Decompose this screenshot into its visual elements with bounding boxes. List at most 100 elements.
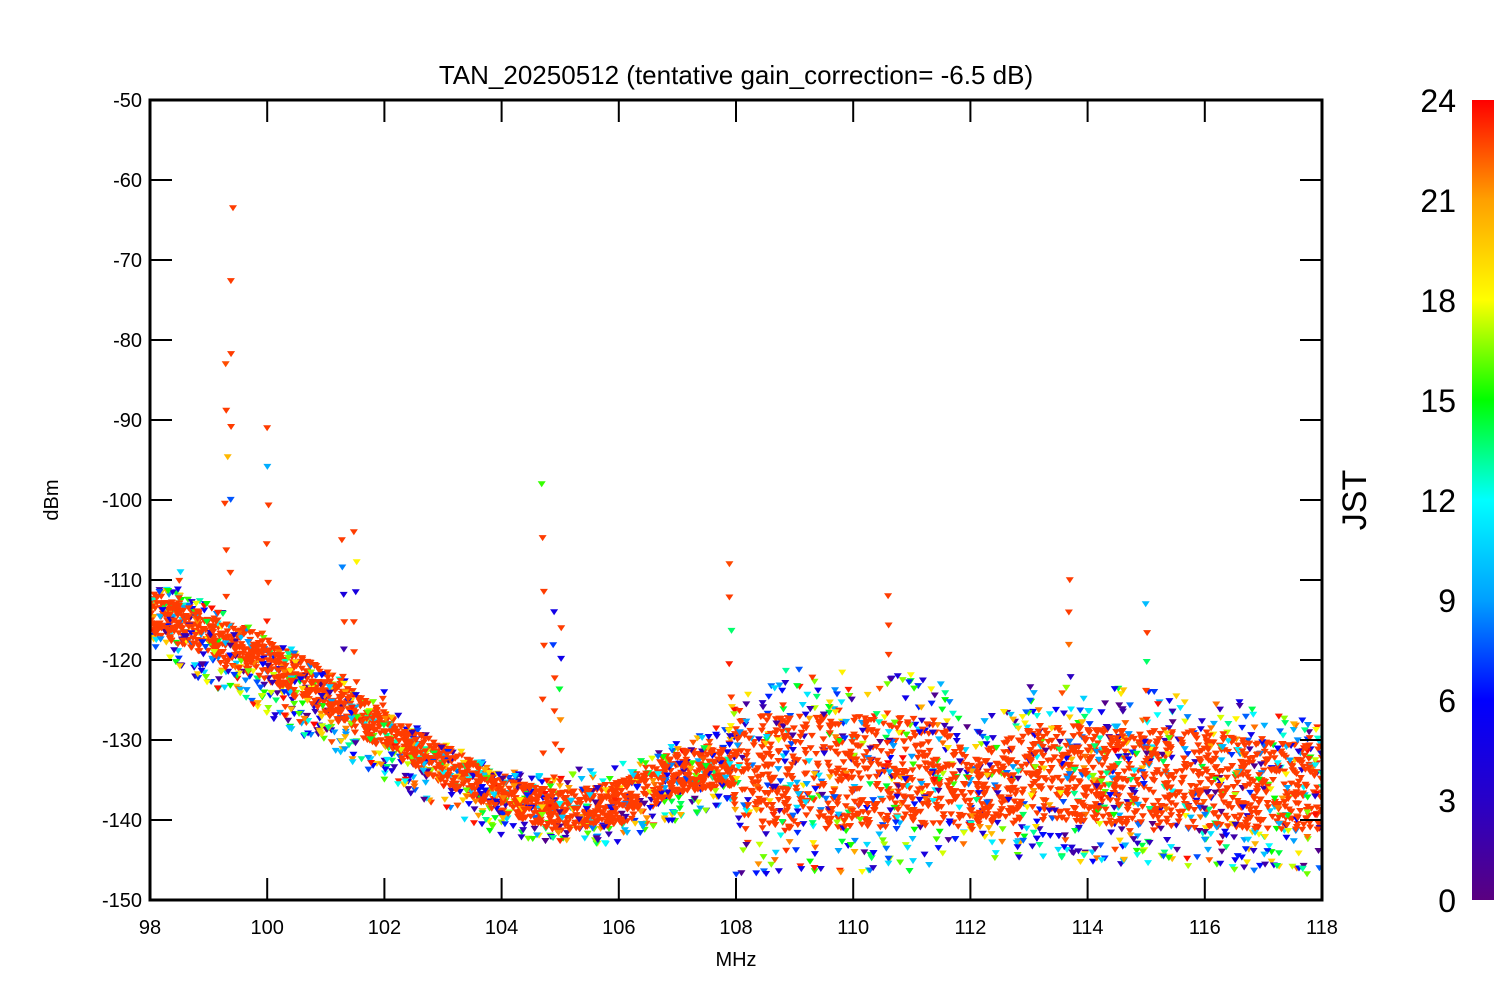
data-point <box>910 826 919 833</box>
data-point <box>934 781 943 788</box>
data-point <box>742 807 751 814</box>
data-point <box>830 787 839 794</box>
data-point <box>1110 686 1119 693</box>
data-point <box>1166 772 1175 779</box>
data-point <box>394 781 403 788</box>
data-point <box>1047 725 1056 732</box>
data-point <box>1034 707 1043 714</box>
data-point <box>591 808 600 815</box>
data-point <box>1167 800 1176 807</box>
data-point <box>180 633 189 640</box>
data-point <box>372 741 381 748</box>
data-point <box>459 797 468 804</box>
data-point <box>730 797 739 804</box>
data-point <box>1231 857 1240 864</box>
data-point <box>1156 819 1165 826</box>
data-point <box>842 794 851 801</box>
data-point <box>742 718 751 725</box>
data-point <box>1172 768 1181 775</box>
data-point <box>796 740 805 747</box>
data-point <box>1278 812 1287 819</box>
data-point <box>274 660 283 667</box>
data-point <box>1078 802 1087 809</box>
data-point <box>1059 799 1068 806</box>
data-point <box>226 652 235 659</box>
data-point <box>951 751 960 758</box>
data-point <box>512 800 521 807</box>
data-point <box>768 761 777 768</box>
data-point <box>231 638 240 645</box>
data-point <box>1071 828 1080 835</box>
data-point <box>1206 794 1215 801</box>
data-point <box>1152 769 1161 776</box>
data-point <box>327 739 336 746</box>
data-point <box>1092 793 1101 800</box>
data-point <box>235 650 244 657</box>
data-point <box>627 815 636 822</box>
data-point <box>1106 797 1115 804</box>
data-point <box>388 757 397 764</box>
data-point <box>481 793 490 800</box>
data-point <box>1115 837 1124 844</box>
data-point <box>788 747 797 754</box>
data-point <box>410 780 419 787</box>
data-point <box>1017 798 1026 805</box>
data-point <box>194 648 203 655</box>
data-point <box>1223 729 1232 736</box>
data-point <box>1186 814 1195 821</box>
data-point <box>1165 698 1174 705</box>
data-point <box>1190 824 1199 831</box>
data-point <box>1205 732 1214 739</box>
data-point <box>652 766 661 773</box>
data-point <box>755 795 764 802</box>
data-point <box>1144 860 1153 867</box>
data-point <box>331 687 340 694</box>
data-point <box>621 813 630 820</box>
data-point <box>799 724 808 731</box>
data-point <box>583 823 592 830</box>
data-point <box>1119 856 1128 863</box>
data-point <box>341 725 350 732</box>
data-point <box>336 749 345 756</box>
data-point <box>1238 804 1247 811</box>
data-point <box>731 806 740 813</box>
data-point <box>1200 805 1209 812</box>
data-point <box>1130 767 1139 774</box>
data-point <box>819 744 828 751</box>
data-point <box>791 847 800 854</box>
data-point <box>1167 822 1176 829</box>
data-point <box>772 720 781 727</box>
data-point <box>1153 810 1162 817</box>
data-point <box>302 687 311 694</box>
data-point <box>290 700 299 707</box>
data-point <box>434 761 443 768</box>
data-point <box>886 676 895 683</box>
data-point <box>1117 826 1126 833</box>
data-point <box>929 797 938 804</box>
data-point <box>667 743 676 750</box>
data-point <box>1058 690 1067 697</box>
data-point <box>1235 699 1244 706</box>
data-point <box>780 809 789 816</box>
data-point <box>1258 781 1267 788</box>
data-point <box>1251 805 1260 812</box>
data-point <box>862 841 871 848</box>
data-point <box>872 783 881 790</box>
data-point <box>973 768 982 775</box>
data-point <box>168 606 177 613</box>
data-point <box>903 844 912 851</box>
data-point <box>793 804 802 811</box>
data-point <box>875 831 884 838</box>
data-point <box>439 769 448 776</box>
data-point <box>1224 720 1233 727</box>
data-point <box>1162 730 1171 737</box>
data-point <box>1108 739 1117 746</box>
data-point <box>193 671 202 678</box>
data-point <box>249 651 258 658</box>
data-point <box>236 686 245 693</box>
data-point <box>803 691 812 698</box>
data-point <box>712 731 721 738</box>
data-point <box>1154 701 1163 708</box>
data-point <box>858 727 867 734</box>
data-point <box>1040 765 1049 772</box>
